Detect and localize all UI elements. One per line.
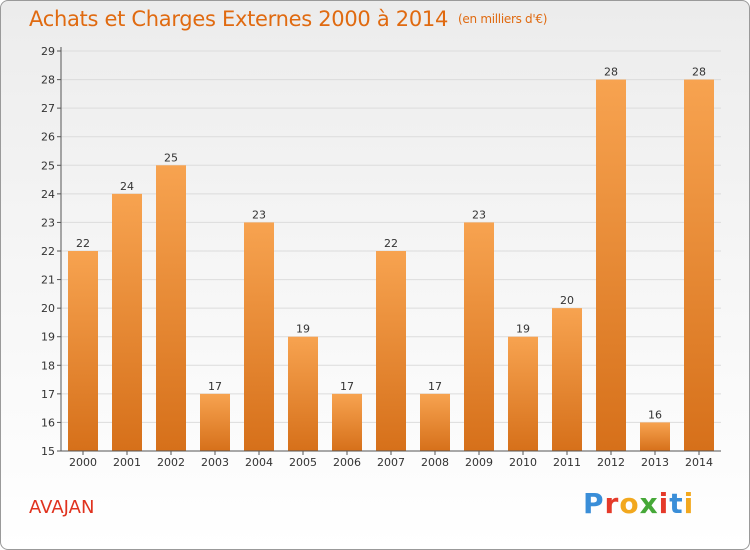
bar-value-label: 28: [604, 66, 618, 79]
bar: [376, 251, 406, 451]
x-tick-label: 2010: [509, 456, 537, 469]
y-tick-label: 16: [41, 416, 55, 429]
bar-value-label: 16: [648, 408, 662, 421]
y-tick-label: 19: [41, 331, 55, 344]
x-tick-label: 2006: [333, 456, 361, 469]
bar: [68, 251, 98, 451]
bar: [552, 308, 582, 451]
bar-value-label: 24: [120, 180, 134, 193]
x-tick-label: 2001: [113, 456, 141, 469]
bar: [288, 336, 318, 451]
y-tick-label: 17: [41, 388, 55, 401]
x-tick-label: 2007: [377, 456, 405, 469]
bar: [420, 393, 450, 451]
y-tick-label: 18: [41, 359, 55, 372]
x-tick-label: 2004: [245, 456, 273, 469]
logo-letter: r: [604, 487, 620, 520]
x-tick-label: 2005: [289, 456, 317, 469]
y-tick-label: 24: [41, 188, 55, 201]
bar-value-label: 25: [164, 151, 178, 164]
logo-letter: i: [658, 487, 670, 520]
x-tick-label: 2013: [641, 456, 669, 469]
y-tick-label: 27: [41, 102, 55, 115]
bar-value-label: 22: [76, 237, 90, 250]
bar-value-label: 23: [252, 208, 266, 221]
chart-title-text: Achats et Charges Externes 2000 à 2014: [29, 7, 449, 31]
bar-value-label: 17: [428, 380, 442, 393]
bar-value-label: 17: [340, 380, 354, 393]
bar: [684, 79, 714, 452]
bar-value-label: 17: [208, 380, 222, 393]
bar: [464, 222, 494, 451]
y-tick-label: 23: [41, 216, 55, 229]
bar: [156, 165, 186, 452]
y-tick-label: 21: [41, 274, 55, 287]
bar: [112, 193, 142, 451]
bar: [640, 422, 670, 451]
logo-letter: t: [669, 487, 684, 520]
commune-name: AVAJAN: [29, 497, 95, 518]
y-tick-label: 15: [41, 445, 55, 458]
bar-value-label: 22: [384, 237, 398, 250]
chart-unit: (en milliers d'€): [458, 12, 548, 26]
x-tick-label: 2011: [553, 456, 581, 469]
x-tick-label: 2008: [421, 456, 449, 469]
logo-letter: x: [639, 487, 659, 520]
y-tick-label: 22: [41, 245, 55, 258]
y-tick-label: 20: [41, 302, 55, 315]
x-tick-label: 2009: [465, 456, 493, 469]
logo-letter: i: [683, 487, 695, 520]
x-tick-label: 2000: [69, 456, 97, 469]
bar: [244, 222, 274, 451]
bar: [332, 393, 362, 451]
bar: [200, 393, 230, 451]
proxiti-logo[interactable]: Proxiti: [583, 487, 694, 520]
y-tick-label: 25: [41, 159, 55, 172]
bar-value-label: 28: [692, 66, 706, 79]
x-tick-label: 2014: [685, 456, 713, 469]
x-tick-label: 2003: [201, 456, 229, 469]
chart-title: Achats et Charges Externes 2000 à 2014 (e…: [29, 7, 547, 31]
x-tick-label: 2002: [157, 456, 185, 469]
y-tick-label: 26: [41, 131, 55, 144]
bar-value-label: 19: [296, 323, 310, 336]
bar-value-label: 23: [472, 208, 486, 221]
axes: 15 16 17 18 19 20 21 22 23 24 25 26 27 28 29 2000 2001 20…: [41, 45, 721, 469]
bar-value-label: 19: [516, 323, 530, 336]
bar: [596, 79, 626, 452]
bars: 22 24 25 17 23 19 17 22 17 23 19 20 28 16 28: [68, 66, 714, 452]
bar-value-label: 20: [560, 294, 574, 307]
y-tick-label: 29: [41, 45, 55, 58]
y-tick-label: 28: [41, 74, 55, 87]
bar: [508, 336, 538, 451]
x-tick-label: 2012: [597, 456, 625, 469]
logo-letter: P: [583, 487, 605, 520]
logo-letter: o: [619, 487, 640, 520]
